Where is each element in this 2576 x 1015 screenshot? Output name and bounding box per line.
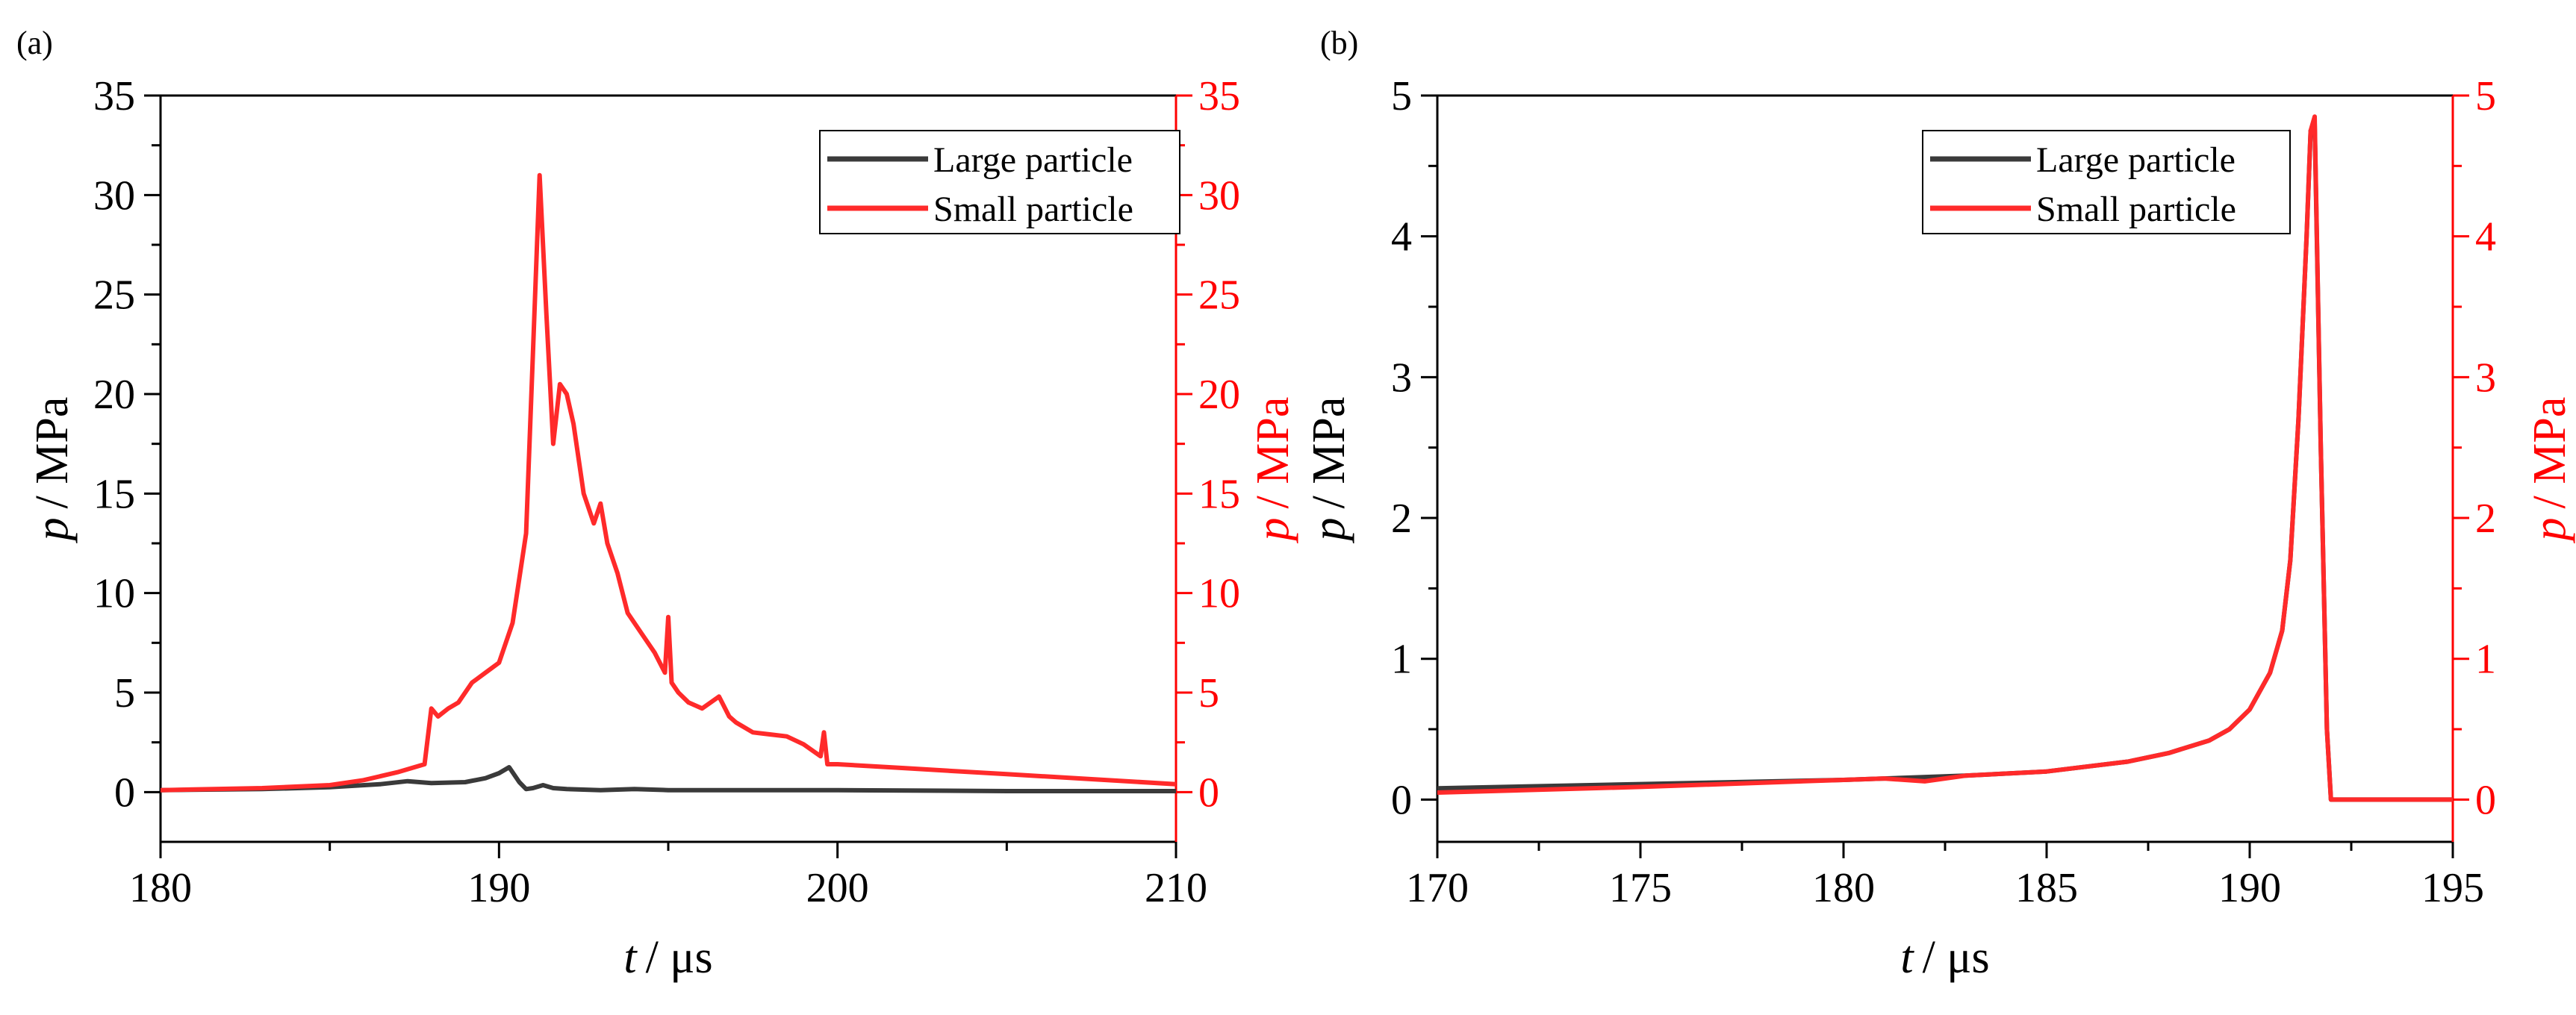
- x-axis-unit: / μs: [1923, 932, 1990, 983]
- x-tick-label: 190: [467, 865, 530, 911]
- right-y-tick-label: 20: [1198, 372, 1240, 418]
- legend-label: Small particle: [933, 190, 1133, 229]
- right-y-tick-label: 35: [1198, 73, 1240, 119]
- series-line-small-particle: [1437, 114, 2453, 802]
- legend-box: [1922, 130, 2291, 234]
- right-y-tick-label: 4: [2475, 214, 2496, 260]
- left-y-axis-label: p / MPa: [27, 397, 78, 544]
- x-tick-label: 185: [2015, 865, 2078, 911]
- left-y-tick-label: 30: [93, 172, 135, 219]
- x-axis-label: t / μs: [623, 932, 712, 983]
- left-y-axis-label: p / MPa: [1304, 397, 1354, 544]
- x-axis-label: t / μs: [1900, 932, 1989, 983]
- chart-panel-a: (a) 180 190 200 210 0 0 5 5 10 10 15 15 20 20 25 25 30 30 3…: [16, 25, 1298, 983]
- right-y-tick-label: 25: [1198, 272, 1240, 319]
- left-y-tick-label: 35: [93, 73, 135, 119]
- left-y-axis-symbol: p: [27, 517, 78, 543]
- legend-label: Large particle: [933, 140, 1133, 180]
- left-y-tick-label: 5: [114, 670, 135, 716]
- right-y-tick-label: 2: [2475, 496, 2496, 542]
- left-y-tick-label: 5: [1391, 73, 1412, 119]
- legend: Large particle Small particle: [1922, 130, 2291, 234]
- legend-box: [819, 130, 1180, 234]
- right-y-tick-label: 30: [1198, 172, 1240, 219]
- x-tick-label: 170: [1406, 865, 1469, 911]
- x-tick-label: 180: [129, 865, 192, 911]
- series-line-small-particle: [161, 172, 1176, 793]
- left-y-tick-label: 25: [93, 272, 135, 319]
- left-y-axis-symbol: p: [1304, 517, 1354, 543]
- x-axis-symbol: t: [1900, 932, 1914, 983]
- left-y-tick-label: 15: [93, 471, 135, 517]
- x-axis-symbol: t: [623, 932, 638, 983]
- left-y-tick-label: 0: [114, 769, 135, 816]
- legend-label: Small particle: [2036, 190, 2236, 229]
- left-y-tick-label: 3: [1391, 355, 1412, 401]
- right-y-axis-unit: / MPa: [2524, 397, 2575, 509]
- right-y-tick-label: 0: [1198, 769, 1219, 816]
- left-y-axis-unit: / MPa: [1304, 397, 1354, 509]
- left-y-tick-label: 20: [93, 372, 135, 418]
- x-tick-label: 180: [1812, 865, 1875, 911]
- left-y-tick-label: 0: [1391, 777, 1412, 823]
- right-y-axis-symbol: p: [1248, 517, 1298, 543]
- right-y-tick-label: 1: [2475, 637, 2496, 683]
- right-y-axis-label: p / MPa: [1248, 397, 1298, 544]
- left-y-tick-label: 1: [1391, 637, 1412, 683]
- chart-panel-b: (b) 170 175 180 185 190 195 0 0 1 1 2 2 3 3 4 4 5 5 Large p…: [1304, 25, 2575, 983]
- legend: Large particle Small particle: [819, 130, 1180, 234]
- left-y-tick-label: 4: [1391, 214, 1412, 260]
- right-y-axis-symbol: p: [2524, 517, 2575, 543]
- series-line-large-particle: [161, 765, 1176, 793]
- left-y-tick-label: 2: [1391, 496, 1412, 542]
- legend-label: Large particle: [2036, 140, 2236, 180]
- panel-label: (b): [1320, 25, 1358, 61]
- left-y-tick-label: 10: [93, 571, 135, 617]
- x-tick-label: 175: [1609, 865, 1672, 911]
- left-y-axis-unit: / MPa: [27, 397, 78, 509]
- right-y-tick-label: 15: [1198, 471, 1240, 517]
- x-tick-label: 210: [1145, 865, 1207, 911]
- right-y-axis-label: p / MPa: [2524, 397, 2575, 544]
- right-y-tick-label: 0: [2475, 777, 2496, 823]
- panel-label: (a): [16, 25, 53, 61]
- x-axis-unit: / μs: [646, 932, 713, 983]
- right-y-axis-unit: / MPa: [1248, 397, 1298, 509]
- right-y-tick-label: 3: [2475, 355, 2496, 401]
- right-y-tick-label: 5: [2475, 73, 2496, 119]
- x-tick-label: 190: [2218, 865, 2281, 911]
- x-tick-label: 195: [2421, 865, 2484, 911]
- right-y-tick-label: 10: [1198, 571, 1240, 617]
- x-tick-label: 200: [806, 865, 869, 911]
- right-y-tick-label: 5: [1198, 670, 1219, 716]
